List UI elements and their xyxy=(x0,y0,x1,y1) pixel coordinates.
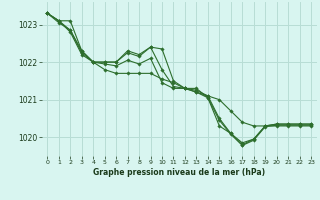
X-axis label: Graphe pression niveau de la mer (hPa): Graphe pression niveau de la mer (hPa) xyxy=(93,168,265,177)
